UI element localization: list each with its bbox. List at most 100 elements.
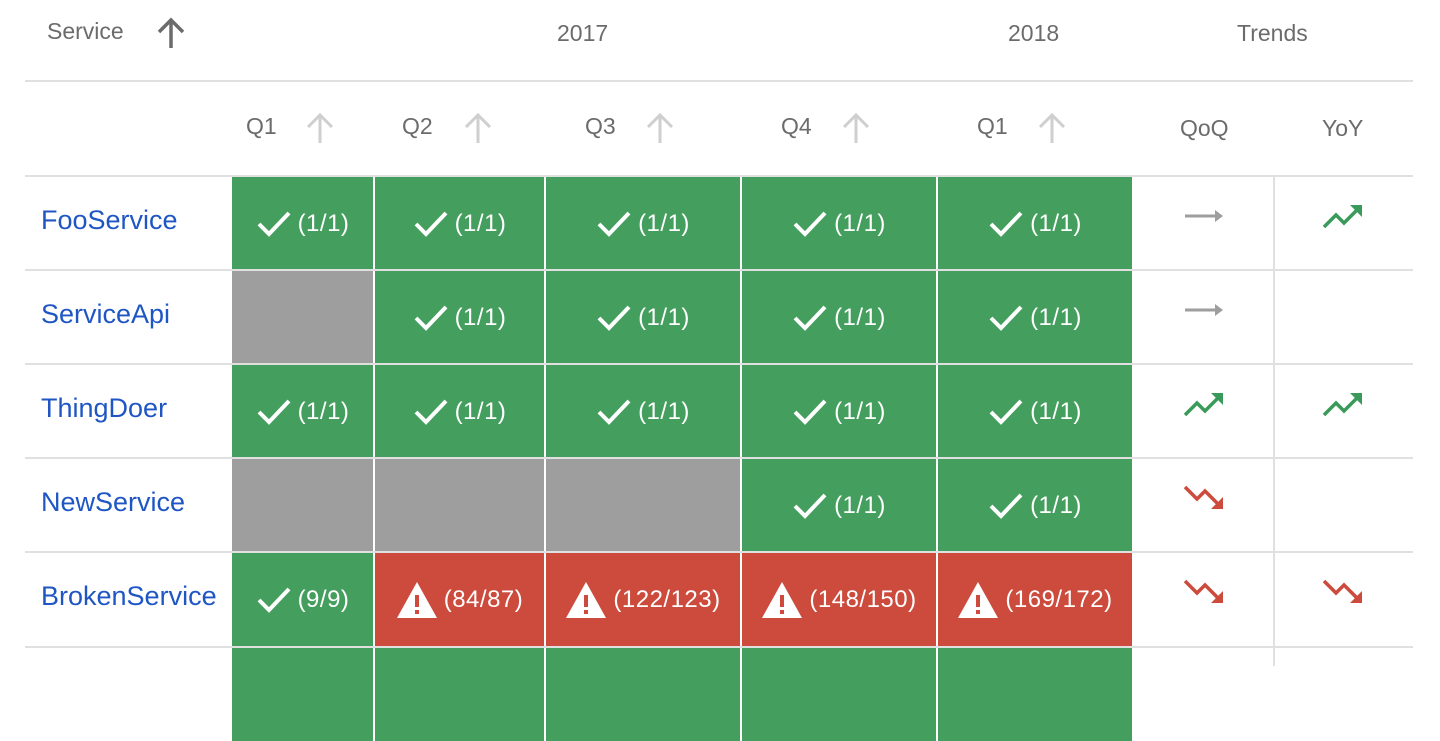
status-cell[interactable]: (1/1) (938, 271, 1132, 364)
check-icon (597, 211, 631, 237)
qoq-header: QoQ (1180, 115, 1229, 141)
status-count: (1/1) (1030, 303, 1082, 331)
check-icon (989, 493, 1023, 519)
status-cell[interactable] (938, 648, 1132, 741)
check-icon (257, 211, 291, 237)
quarter-header-2[interactable]: Q2 (402, 113, 433, 139)
status-cell[interactable]: (1/1) (742, 271, 936, 364)
service-link[interactable]: FooService (41, 205, 178, 235)
status-cell[interactable]: (9/9) (232, 553, 373, 646)
service-link[interactable]: NewService (41, 487, 186, 517)
header-divider (25, 80, 1413, 82)
status-cell[interactable] (375, 648, 544, 741)
status-cell[interactable]: (1/1) (938, 177, 1132, 270)
trending-down-icon (1322, 579, 1362, 603)
quarter-header-4[interactable]: Q4 (781, 113, 812, 139)
status-cell[interactable]: (169/172) (938, 553, 1132, 646)
row-divider (25, 551, 1413, 553)
arrow-up-icon[interactable] (462, 112, 494, 144)
status-count: (1/1) (834, 209, 886, 237)
status-count: (122/123) (613, 585, 721, 613)
check-icon (793, 493, 827, 519)
status-cell[interactable]: (1/1) (938, 365, 1132, 458)
status-count: (1/1) (454, 303, 507, 331)
check-icon (989, 305, 1023, 331)
row-divider (25, 363, 1413, 365)
warning-icon (566, 581, 607, 618)
check-icon (597, 399, 631, 425)
quarter-header-1[interactable]: Q1 (246, 113, 277, 139)
trending-down-icon (1183, 485, 1223, 509)
year-2018-header: 2018 (1008, 20, 1060, 46)
service-link[interactable]: ServiceApi (41, 299, 171, 329)
check-icon (414, 305, 448, 331)
status-count: (9/9) (297, 585, 350, 613)
trend-column-divider (1273, 177, 1275, 666)
status-cell[interactable] (232, 459, 373, 552)
status-cell[interactable]: (1/1) (742, 177, 936, 270)
check-icon (793, 211, 827, 237)
status-count: (1/1) (297, 209, 350, 237)
status-cell[interactable]: (1/1) (546, 365, 740, 458)
warning-icon (958, 581, 999, 618)
service-link[interactable]: BrokenService (41, 581, 217, 611)
trends-header: Trends (1237, 20, 1308, 46)
check-icon (793, 399, 827, 425)
status-count: (1/1) (638, 303, 690, 331)
status-cell[interactable]: (1/1) (938, 459, 1132, 552)
trending-up-icon (1322, 393, 1362, 417)
status-count: (1/1) (638, 397, 690, 425)
arrow-up-icon[interactable] (1036, 112, 1068, 144)
status-count: (1/1) (1030, 209, 1082, 237)
trending-up-icon (1183, 393, 1223, 417)
check-icon (414, 211, 448, 237)
status-cell[interactable]: (84/87) (375, 553, 544, 646)
status-cell[interactable]: (148/150) (742, 553, 936, 646)
arrow-up-icon[interactable] (304, 112, 336, 144)
status-count: (169/172) (1005, 585, 1113, 613)
warning-icon (762, 581, 803, 618)
status-cell[interactable] (232, 648, 373, 741)
row-divider (25, 646, 1413, 648)
check-icon (793, 305, 827, 331)
arrow-up-icon[interactable] (644, 112, 676, 144)
year-2017-header: 2017 (557, 20, 609, 46)
status-cell[interactable] (232, 271, 373, 364)
status-cell[interactable] (742, 648, 936, 741)
status-count: (84/87) (443, 585, 524, 613)
check-icon (257, 399, 291, 425)
status-cell[interactable]: (1/1) (742, 365, 936, 458)
status-cell[interactable] (375, 459, 544, 552)
status-count: (1/1) (454, 209, 507, 237)
quarter-header-3[interactable]: Q3 (585, 113, 616, 139)
row-divider (25, 269, 1413, 271)
status-cell[interactable]: (1/1) (232, 177, 373, 270)
quarter-header-5[interactable]: Q1 (977, 113, 1008, 139)
status-count: (1/1) (834, 303, 886, 331)
status-cell[interactable]: (1/1) (375, 177, 544, 270)
status-cell[interactable]: (1/1) (742, 459, 936, 552)
status-cell[interactable]: (122/123) (546, 553, 740, 646)
status-cell[interactable] (546, 648, 740, 741)
check-icon (597, 305, 631, 331)
status-cell[interactable]: (1/1) (546, 177, 740, 270)
status-cell[interactable] (546, 459, 740, 552)
status-count: (1/1) (1030, 397, 1082, 425)
status-cell[interactable]: (1/1) (546, 271, 740, 364)
check-icon (414, 399, 448, 425)
status-cell[interactable]: (1/1) (232, 365, 373, 458)
trending-flat-icon (1185, 304, 1223, 316)
arrow-up-icon[interactable] (840, 112, 872, 144)
status-count: (1/1) (1030, 491, 1082, 519)
check-icon (989, 211, 1023, 237)
trending-down-icon (1183, 579, 1223, 603)
status-cell[interactable]: (1/1) (375, 365, 544, 458)
arrow-up-icon[interactable] (154, 16, 188, 50)
service-column-header[interactable]: Service (47, 18, 124, 44)
yoy-header: YoY (1322, 115, 1364, 141)
check-icon (989, 399, 1023, 425)
status-cell[interactable]: (1/1) (375, 271, 544, 364)
status-count: (1/1) (834, 491, 886, 519)
service-link[interactable]: ThingDoer (41, 393, 168, 423)
status-count: (1/1) (454, 397, 507, 425)
